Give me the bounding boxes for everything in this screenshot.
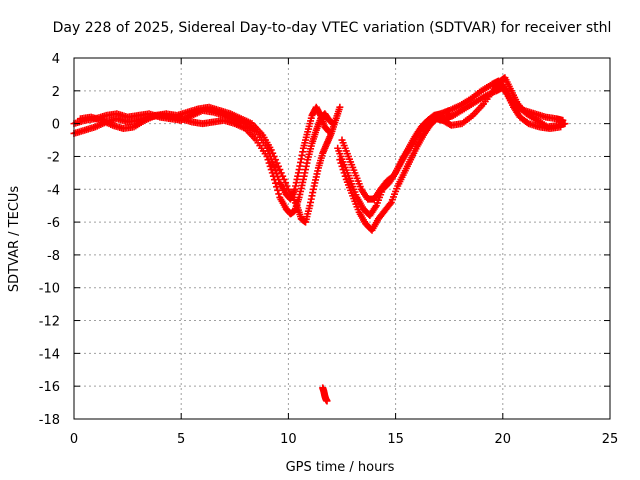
series-track-6 [338, 84, 565, 203]
data-point-marker [272, 156, 280, 164]
plot-frame [73, 57, 611, 420]
y-axis-label: SDTVAR / TECUs [7, 186, 22, 293]
data-point-marker [264, 156, 272, 164]
y-tick-label: -6 [47, 216, 60, 231]
data-point-marker [282, 179, 290, 187]
y-tick-label: -16 [39, 380, 60, 395]
data-point-marker [269, 172, 277, 180]
data-point-marker [386, 200, 394, 208]
data-point-marker [273, 183, 281, 191]
data-point-marker [267, 166, 275, 174]
x-tick-labels: 0 5 10 15 20 25 [70, 432, 618, 447]
data-point-marker [274, 162, 282, 170]
x-axis-label: GPS time / hours [286, 460, 395, 475]
y-tick-label: -18 [39, 413, 60, 428]
data-point-marker [268, 169, 276, 177]
x-tick-label: 25 [602, 432, 619, 447]
data-point-marker [267, 146, 275, 154]
data-point-marker [339, 166, 347, 174]
data-point-marker [280, 175, 288, 183]
data-point-marker [275, 190, 283, 198]
series-outlier [319, 384, 331, 405]
x-tick-label: 0 [70, 432, 78, 447]
data-point-marker [274, 186, 282, 194]
series-track-3 [76, 103, 344, 226]
y-tick-label: -2 [47, 150, 60, 165]
data-point-marker [277, 169, 285, 177]
data-point-marker [336, 103, 344, 111]
data-point-marker [340, 169, 348, 177]
y-tick-label: -8 [47, 249, 60, 264]
data-point-marker [323, 397, 331, 405]
data-point-marker [338, 162, 346, 170]
y-tick-label: 2 [52, 85, 60, 100]
data-point-marker [263, 152, 271, 160]
data-point-marker [273, 159, 281, 167]
data-point-marker [269, 149, 277, 157]
x-tick-label: 20 [495, 432, 512, 447]
data-point-marker [270, 176, 278, 184]
y-tick-labels: -18 -16 -14 -12 -10 -8 -6 -4 -2 0 2 4 [39, 52, 60, 428]
data-point-marker [561, 120, 569, 128]
y-tick-label: -14 [39, 347, 60, 362]
data-point-marker [279, 172, 287, 180]
data-point-marker [557, 123, 565, 131]
data-point-marker [265, 159, 273, 167]
x-tick-label: 5 [177, 432, 185, 447]
y-tick-label: -10 [39, 282, 60, 297]
data-point-marker [341, 172, 349, 180]
y-tick-label: -4 [47, 183, 60, 198]
data-point-marker [272, 179, 280, 187]
x-tick-label: 15 [387, 432, 404, 447]
y-tick-label: 0 [52, 118, 60, 133]
data-points [70, 74, 569, 405]
x-tick-label: 10 [280, 432, 297, 447]
data-point-marker [276, 166, 284, 174]
y-tick-label: 4 [52, 52, 60, 67]
y-tick-label: -12 [39, 315, 60, 330]
chart-title: Day 228 of 2025, Sidereal Day-to-day VTE… [53, 20, 612, 36]
data-point-marker [336, 156, 344, 164]
data-point-marker [266, 162, 274, 170]
data-point-marker [337, 159, 345, 167]
data-point-marker [270, 152, 278, 160]
axis-ticks [73, 57, 611, 420]
data-point-marker [283, 182, 291, 190]
grid-lines [74, 58, 610, 419]
